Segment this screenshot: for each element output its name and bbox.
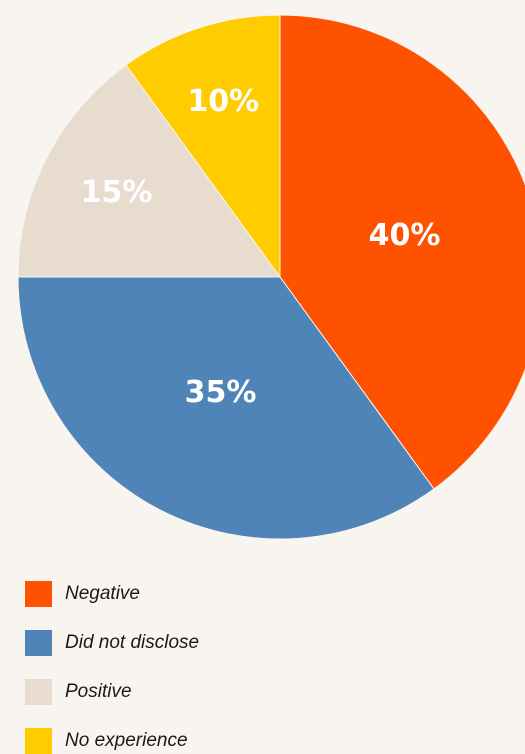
value-label: 40% <box>369 218 441 253</box>
legend-label: Negative <box>65 583 140 604</box>
legend-swatch <box>25 581 52 607</box>
pie-slice <box>17 64 281 278</box>
legend-swatch <box>25 630 52 656</box>
value-label: 15% <box>81 175 153 210</box>
legend-label: Did not disclose <box>65 632 199 653</box>
legend-label: No experience <box>65 730 188 751</box>
legend-swatch <box>25 728 52 754</box>
value-label: 35% <box>185 375 257 410</box>
pie-slice <box>17 276 435 540</box>
legend-label: Positive <box>65 681 132 702</box>
pie-slice <box>279 14 525 490</box>
pie-slice <box>125 14 281 279</box>
value-label: 10% <box>187 84 259 119</box>
legend-swatch <box>25 679 52 705</box>
